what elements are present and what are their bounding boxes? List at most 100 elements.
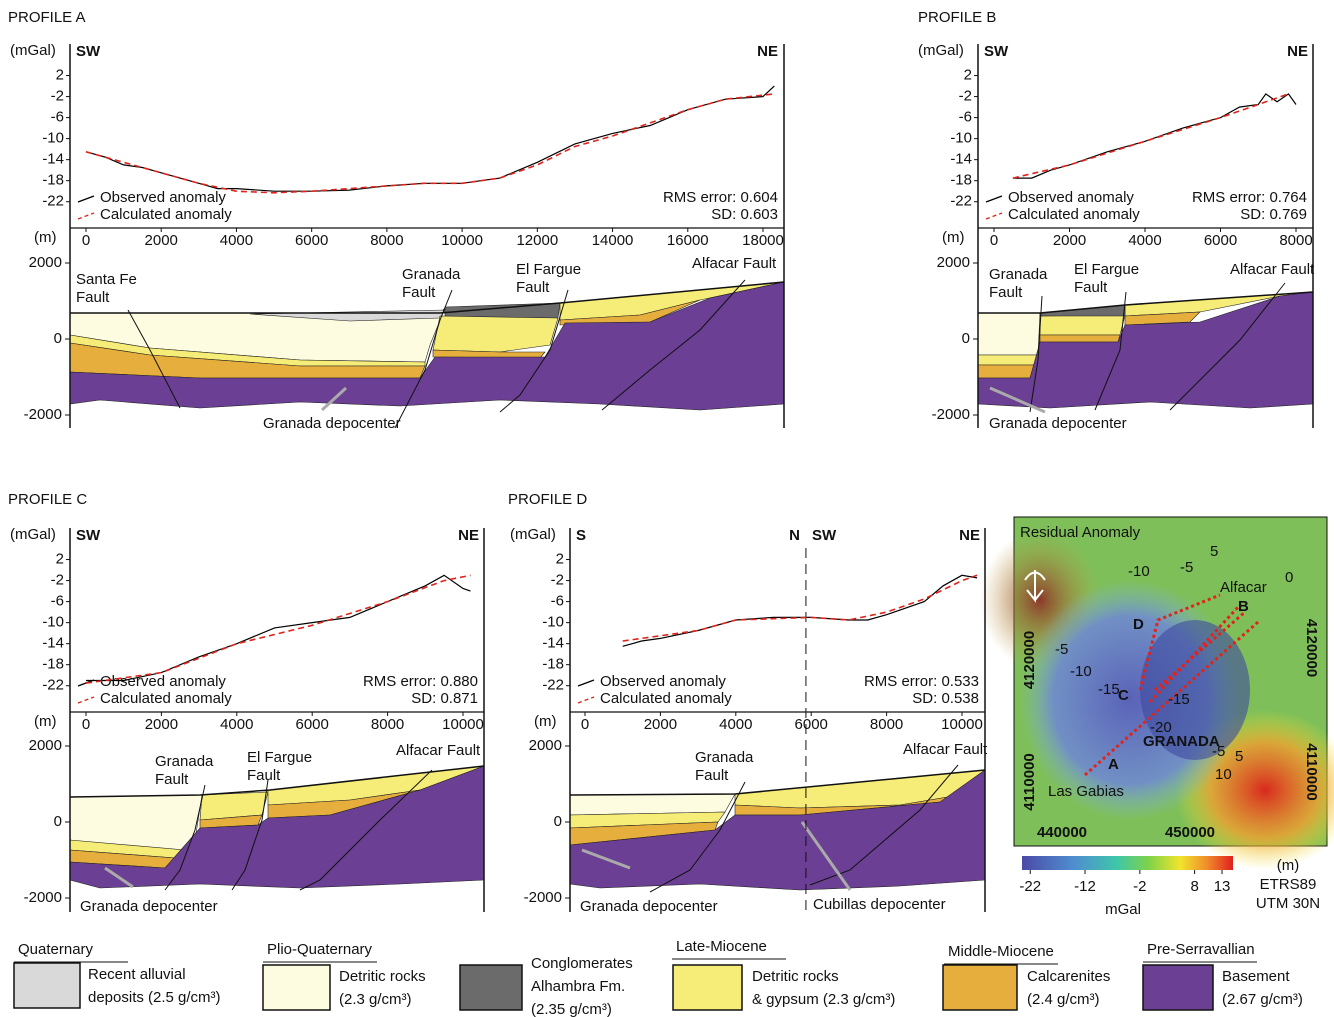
- section-label: Granada: [695, 749, 754, 766]
- legend-label: Observed anomaly: [600, 673, 726, 690]
- y-tick-label: 2000: [29, 737, 62, 754]
- section-label: Fault: [989, 284, 1023, 301]
- legend-swatch: [986, 196, 1002, 202]
- data-line: [86, 86, 774, 191]
- map-note: (m): [1277, 857, 1300, 874]
- map-note: UTM 30N: [1256, 895, 1320, 912]
- y-tick-label: -2000: [24, 406, 62, 423]
- y-tick-label: 2: [56, 67, 64, 84]
- map-coordinate: 450000: [1165, 824, 1215, 841]
- data-line: [623, 575, 977, 646]
- annotation: SD: 0.603: [711, 206, 778, 223]
- unit: [1040, 335, 1120, 342]
- legend-label: Observed anomaly: [100, 673, 226, 690]
- y-tick-label: -10: [950, 130, 972, 147]
- legend-swatch: [78, 196, 94, 202]
- direction-label: SW: [812, 527, 837, 544]
- section-label: Fault: [1074, 279, 1108, 296]
- y-axis-label: (mGal): [10, 526, 56, 543]
- y-tick-label: -18: [542, 656, 564, 673]
- panel-title: PROFILE C: [8, 491, 87, 508]
- section-label: Fault: [155, 771, 189, 788]
- legend-item-label: Detritic rocks: [752, 968, 839, 985]
- data-line: [86, 575, 471, 680]
- x-tick-label: 2000: [644, 716, 677, 733]
- map-label: A: [1108, 756, 1119, 773]
- colorbar-tick-label: 13: [1214, 878, 1231, 895]
- y-tick-label: -10: [542, 614, 564, 631]
- direction-label: SW: [76, 43, 101, 60]
- map-label: Alfacar: [1220, 579, 1267, 596]
- section-label: Cubillas depocenter: [813, 896, 946, 913]
- map-note: ETRS89: [1260, 876, 1317, 893]
- legend-swatch: [578, 680, 594, 686]
- x-tick-label: 8000: [371, 716, 404, 733]
- cross-section: [70, 280, 784, 428]
- annotation: SD: 0.538: [912, 690, 979, 707]
- legend-item-label: (2.35 g/cm³): [531, 1001, 612, 1017]
- y-tick-label: -22: [950, 193, 972, 210]
- data-line: [623, 575, 977, 641]
- section-label: Alfacar Fault: [903, 741, 988, 758]
- y-tick-label: -2: [51, 88, 64, 105]
- section-label: El Fargue: [516, 261, 581, 278]
- contour-label: -10: [1070, 663, 1092, 680]
- y-tick-label: -14: [950, 151, 972, 168]
- x-tick-label: 2000: [1053, 232, 1086, 249]
- figure: PROFILE A(mGal)(m)SWNE2-2-6-10-14-18-220…: [0, 0, 1334, 1017]
- contour-label: -5: [1180, 559, 1193, 576]
- y-tick-label: 0: [54, 330, 62, 347]
- map: [980, 517, 1334, 870]
- legend-item-label: Conglomerates: [531, 955, 633, 972]
- legend-group-title: Pre-Serravallian: [1147, 941, 1255, 958]
- contour-label: 10: [1215, 766, 1232, 783]
- x-tick-label: 12000: [516, 232, 558, 249]
- legend-item-label: deposits (2.5 g/cm³): [88, 989, 221, 1006]
- map-coordinate: 440000: [1037, 824, 1087, 841]
- map-coordinate: 4110000: [1303, 743, 1320, 801]
- x-tick-label: 6000: [1204, 232, 1237, 249]
- y-tick-label: -6: [51, 109, 64, 126]
- map-coordinate: 4120000: [1021, 631, 1038, 689]
- contour-label: -5: [1212, 743, 1225, 760]
- y-tick-label: 2000: [937, 254, 970, 271]
- x-tick-label: 10000: [441, 232, 483, 249]
- y-tick-label: -2000: [24, 889, 62, 906]
- annotation: SD: 0.769: [1240, 206, 1307, 223]
- x-tick-label: 8000: [1279, 232, 1312, 249]
- y-tick-label: -10: [42, 130, 64, 147]
- section-label: Alfacar Fault: [1230, 261, 1315, 278]
- y-axis-label: (m): [34, 713, 57, 730]
- y-tick-label: -6: [551, 593, 564, 610]
- colorbar-tick-label: -2: [1133, 878, 1146, 895]
- direction-label: NE: [1287, 43, 1308, 60]
- legend-label: Observed anomaly: [1008, 189, 1134, 206]
- annotation: RMS error: 0.604: [663, 189, 778, 206]
- legend-group-title: Plio-Quaternary: [267, 941, 373, 958]
- section-label: Fault: [516, 279, 550, 296]
- map-coordinate: 4120000: [1303, 619, 1320, 677]
- y-axis-label: (m): [34, 229, 57, 246]
- panel-title: PROFILE B: [918, 9, 996, 26]
- y-tick-label: -18: [42, 656, 64, 673]
- y-tick-label: 2: [556, 551, 564, 568]
- section-label: Fault: [402, 284, 436, 301]
- direction-label: SW: [76, 527, 101, 544]
- legend-swatch: [673, 965, 742, 1010]
- direction-label: NE: [757, 43, 778, 60]
- y-tick-label: -14: [542, 635, 564, 652]
- section-label: Granada: [155, 753, 214, 770]
- y-tick-label: -18: [42, 172, 64, 189]
- x-tick-label: 0: [581, 716, 589, 733]
- y-axis-label: (m): [942, 229, 965, 246]
- legend-item-label: & gypsum (2.3 g/cm³): [752, 991, 895, 1008]
- x-tick-label: 0: [82, 232, 90, 249]
- x-tick-label: 4000: [719, 716, 752, 733]
- contour-label: -15: [1098, 681, 1120, 698]
- x-tick-label: 6000: [296, 716, 329, 733]
- section-label: Fault: [76, 289, 110, 306]
- legend-item-label: (2.3 g/cm³): [339, 991, 412, 1008]
- colorbar-tick-label: -12: [1074, 878, 1096, 895]
- x-tick-label: 4000: [220, 716, 253, 733]
- page: PROFILE A(mGal)(m)SWNE2-2-6-10-14-18-220…: [0, 0, 1334, 1017]
